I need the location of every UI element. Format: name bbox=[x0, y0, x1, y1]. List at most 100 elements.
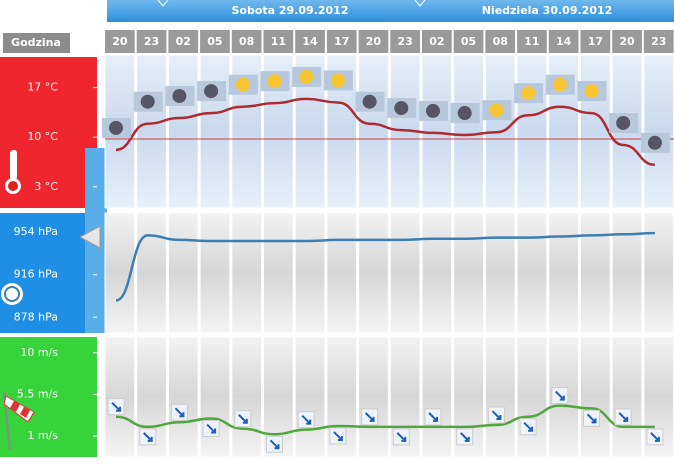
hour-cell bbox=[548, 30, 579, 53]
date-separator bbox=[157, 0, 426, 7]
y-tick-label: 954 hPa bbox=[14, 225, 58, 238]
column-background bbox=[294, 336, 326, 458]
weather-icon bbox=[489, 103, 504, 118]
weather-icon bbox=[521, 86, 536, 101]
column-background bbox=[358, 212, 389, 334]
series-line bbox=[115, 231, 655, 302]
hour-label: 14 bbox=[302, 35, 318, 48]
column-background bbox=[104, 336, 136, 458]
hour-label: 02 bbox=[176, 35, 191, 48]
wind-direction-arrow bbox=[364, 412, 375, 422]
column-background bbox=[136, 54, 167, 209]
column-background bbox=[136, 212, 167, 334]
wind-direction-arrow bbox=[586, 413, 597, 424]
hour-cell bbox=[200, 30, 230, 53]
hour-label: 08 bbox=[239, 35, 254, 48]
wind-direction-arrow bbox=[111, 401, 121, 412]
hour-cell bbox=[390, 30, 420, 53]
hour-label: 08 bbox=[493, 35, 508, 48]
weather-icon bbox=[172, 89, 187, 104]
weather-icon bbox=[616, 115, 631, 130]
wind-direction-arrow bbox=[396, 432, 407, 442]
wind-direction-arrow bbox=[459, 432, 470, 442]
wind-direction-arrow bbox=[523, 421, 534, 432]
wind-direction-arrow bbox=[491, 410, 502, 421]
column-background bbox=[580, 212, 611, 334]
thermometer-icon bbox=[5, 150, 21, 194]
wind-direction-arrow bbox=[333, 431, 343, 441]
y-tick-label: 878 hPa bbox=[14, 310, 58, 323]
hour-label: 17 bbox=[588, 35, 603, 48]
pressure-panel bbox=[0, 213, 97, 333]
weather-icon bbox=[647, 135, 662, 150]
y-tick-label: 3 °C bbox=[34, 180, 58, 193]
hour-cell bbox=[517, 30, 547, 53]
column-background bbox=[580, 336, 611, 458]
column-background bbox=[421, 212, 453, 334]
column-background bbox=[199, 212, 231, 334]
hour-label: 05 bbox=[461, 35, 476, 48]
column-background bbox=[358, 336, 389, 458]
weather-icon bbox=[330, 73, 345, 88]
wind-direction-arrow bbox=[174, 407, 185, 418]
hour-cell bbox=[105, 30, 135, 53]
wind-direction-arrow bbox=[142, 432, 153, 442]
column-background bbox=[516, 336, 548, 458]
weather-icon bbox=[426, 103, 440, 118]
column-background bbox=[263, 212, 294, 334]
weather-icon bbox=[109, 120, 123, 135]
hour-label: 17 bbox=[334, 35, 349, 48]
hour-label: 20 bbox=[112, 35, 128, 48]
hour-cell bbox=[168, 30, 199, 53]
weather-icon bbox=[584, 84, 599, 99]
hour-label: 23 bbox=[144, 35, 159, 48]
column-background bbox=[548, 212, 579, 334]
wind-direction-arrow bbox=[555, 390, 565, 401]
weather-icon bbox=[299, 69, 314, 84]
y-tick-label: 1 m/s bbox=[27, 429, 58, 442]
series-line bbox=[115, 404, 655, 436]
y-tick-label: 5.5 m/s bbox=[17, 387, 58, 400]
weather-icon bbox=[362, 94, 377, 109]
column-background bbox=[611, 212, 643, 334]
hour-cell bbox=[485, 30, 516, 53]
hour-cell bbox=[612, 30, 642, 53]
column-background bbox=[167, 212, 199, 334]
wind-direction-arrow bbox=[301, 414, 312, 425]
hour-cell bbox=[643, 30, 674, 53]
column-background bbox=[231, 212, 263, 334]
hour-header-label: Godzina bbox=[11, 36, 61, 49]
hour-cell bbox=[580, 30, 611, 53]
hour-label: 02 bbox=[429, 35, 444, 48]
y-tick-label: 10 m/s bbox=[20, 346, 58, 359]
wind-direction-arrow bbox=[650, 432, 660, 442]
hour-cell bbox=[263, 30, 294, 53]
weather-icon bbox=[140, 94, 155, 109]
column-background bbox=[484, 212, 516, 334]
hour-label: 20 bbox=[619, 35, 635, 48]
hour-label: 11 bbox=[524, 35, 539, 48]
column-background bbox=[453, 212, 484, 334]
column-background bbox=[167, 336, 199, 458]
column-background bbox=[643, 54, 674, 209]
column-background bbox=[484, 336, 516, 458]
column-background bbox=[580, 54, 611, 209]
hour-cell bbox=[231, 30, 262, 53]
column-background bbox=[358, 54, 389, 209]
wind-direction-arrow bbox=[618, 412, 629, 422]
date-label: Niedziela 30.09.2012 bbox=[482, 4, 613, 17]
hour-cell bbox=[422, 30, 452, 53]
column-background bbox=[231, 336, 263, 458]
weather-icon bbox=[552, 77, 567, 92]
hour-label: 11 bbox=[271, 35, 286, 48]
wind-direction-arrow bbox=[238, 414, 248, 424]
date-bar bbox=[107, 0, 674, 22]
scroll-left-arrow[interactable] bbox=[78, 225, 101, 249]
hour-label: 05 bbox=[207, 35, 222, 48]
column-background bbox=[516, 54, 548, 209]
column-background bbox=[326, 212, 358, 334]
windsock-icon bbox=[3, 391, 35, 451]
weather-icon bbox=[204, 84, 219, 99]
hour-cell bbox=[326, 30, 357, 53]
